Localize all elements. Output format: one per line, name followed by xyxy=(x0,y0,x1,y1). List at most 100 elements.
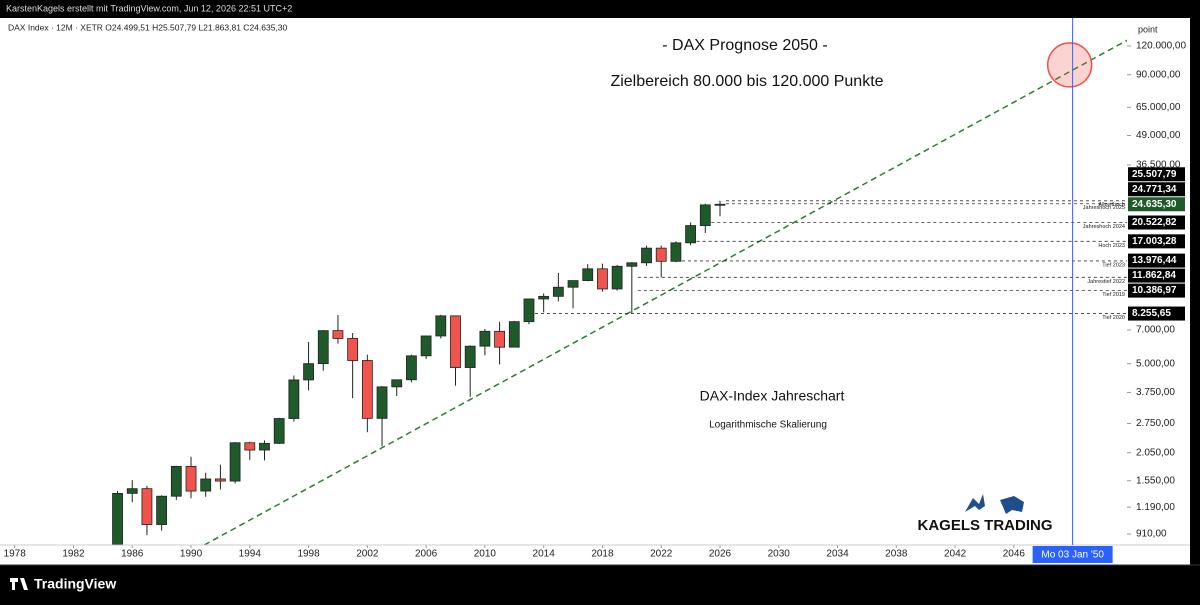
y-tick-label: 5.000,00 xyxy=(1136,358,1175,369)
y-tick-label: 49.000,00 xyxy=(1136,130,1181,141)
x-tick-label: 2042 xyxy=(944,549,967,560)
candle-body xyxy=(611,265,623,290)
candle-body xyxy=(332,330,344,339)
annotation: DAX-Index Jahreschart xyxy=(700,388,845,404)
candle-body xyxy=(670,242,682,262)
candle-body xyxy=(552,286,564,297)
candle-body xyxy=(112,492,123,545)
candle-body xyxy=(317,330,329,365)
level-name: Jahrestief 2022 xyxy=(1087,279,1125,285)
level-name: Allzeithoch xyxy=(1098,202,1125,208)
x-tick-label: 1978 xyxy=(4,549,27,560)
candle-body xyxy=(273,418,285,444)
price-label-bg xyxy=(1128,306,1185,321)
price-label-bg xyxy=(1128,268,1185,283)
candle-body xyxy=(464,345,476,368)
x-tick-label: 2030 xyxy=(768,549,791,560)
x-tick-label: 2018 xyxy=(591,549,614,560)
x-tick-label: 2038 xyxy=(885,549,908,560)
credit: KarstenKagels erstellt mit TradingView.c… xyxy=(6,3,292,13)
candle-body xyxy=(259,442,270,451)
candle-body xyxy=(420,335,432,357)
candle-body xyxy=(376,386,388,419)
x-tick-label: 2010 xyxy=(474,549,497,560)
candle-body xyxy=(244,442,256,451)
level-name: Tief 2019 xyxy=(1102,292,1125,298)
y-tick-label: 1.190,00 xyxy=(1136,502,1175,513)
x-tick-label: 1982 xyxy=(62,549,85,560)
candle-body xyxy=(229,442,241,482)
candle-body xyxy=(435,315,447,337)
x-tick-label: 2006 xyxy=(415,549,438,560)
price-label: 10.386,97 xyxy=(1132,285,1177,296)
candle-body xyxy=(347,338,359,361)
y-tick-label: 120.000,00 xyxy=(1136,41,1186,52)
candle-body xyxy=(406,355,417,381)
y-tick-label: 65.000,00 xyxy=(1136,102,1181,113)
price-label-bg xyxy=(1128,197,1185,212)
candle-body xyxy=(200,478,212,492)
candle-body xyxy=(303,363,314,381)
legend: DAX Index · 12M · XETR O24.499,51 H25.50… xyxy=(8,22,288,32)
chart-subtitle: Zielbereich 80.000 bis 120.000 Punkte xyxy=(610,73,883,90)
x-tick-label: 2014 xyxy=(533,549,556,560)
candle-body xyxy=(567,280,579,288)
level-name: Jahreshoch 2024 xyxy=(1083,224,1125,230)
x-tick-label: 2034 xyxy=(826,549,849,560)
x-tick-label: 1994 xyxy=(239,549,262,560)
y-tick-label: 36.500,00 xyxy=(1136,160,1181,171)
trendline xyxy=(203,39,1127,545)
candle-body xyxy=(508,321,520,348)
candle-body xyxy=(391,379,403,388)
candle-body xyxy=(156,495,168,525)
logo-icon xyxy=(965,494,1024,514)
candle-body xyxy=(361,360,373,419)
candle-body xyxy=(215,478,226,482)
y-tick-label: 2.050,00 xyxy=(1136,447,1175,458)
price-label: 17.003,28 xyxy=(1132,236,1177,247)
price-label-bg xyxy=(1128,283,1185,298)
x-tick-label: 2046 xyxy=(1003,549,1026,560)
price-label: 24.771,34 xyxy=(1132,184,1177,195)
brand: TradingView xyxy=(34,576,116,592)
target-circle xyxy=(1046,42,1093,88)
candle-body xyxy=(523,298,535,323)
cursor-label: Mo 03 Jan '50 xyxy=(1041,550,1104,561)
candle-body xyxy=(714,203,726,206)
level-name: Tief 2023 xyxy=(1102,262,1125,268)
candle-body xyxy=(185,465,197,492)
logo-text: KAGELS TRADING xyxy=(918,517,1053,534)
annotation: Logarithmische Skalierung xyxy=(709,420,827,431)
candle-body xyxy=(655,247,667,262)
candle-body xyxy=(641,247,652,264)
y-tick-label: 7.000,00 xyxy=(1136,325,1175,336)
price-label: 13.976,44 xyxy=(1132,255,1177,266)
price-label: 25.507,79 xyxy=(1132,169,1177,180)
x-tick-label: 1986 xyxy=(121,549,144,560)
candle-body xyxy=(582,268,594,281)
price-label: 11.862,84 xyxy=(1132,270,1176,281)
y-tick-label: 910,00 xyxy=(1136,529,1167,540)
brand-icon xyxy=(10,578,28,590)
candle-body xyxy=(141,488,153,525)
price-label-bg xyxy=(1128,234,1185,249)
candle-body xyxy=(538,295,550,300)
unit-label: point xyxy=(1138,24,1158,34)
x-tick-label: 2026 xyxy=(709,549,732,560)
x-tick-label: 1998 xyxy=(297,549,320,560)
y-tick-label: 90.000,00 xyxy=(1136,69,1181,80)
level-name: Tief 2020 xyxy=(1102,315,1125,321)
x-tick-label: 1990 xyxy=(180,549,203,560)
price-label: 8.255,65 xyxy=(1132,308,1171,319)
candle-body xyxy=(685,225,696,244)
price-label-bg xyxy=(1128,253,1185,268)
candle-body xyxy=(626,262,638,267)
candle-body xyxy=(699,204,711,226)
chart-area xyxy=(0,18,1190,565)
price-label-bg xyxy=(1128,167,1185,182)
level-name: Hoch 2023 xyxy=(1098,243,1125,249)
y-tick-label: 3.750,00 xyxy=(1136,387,1175,398)
cursor-label-bg xyxy=(1032,546,1113,563)
y-tick-label: 1.550,00 xyxy=(1136,475,1175,486)
